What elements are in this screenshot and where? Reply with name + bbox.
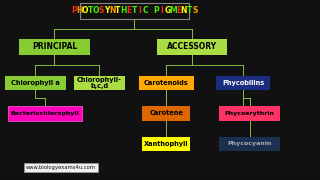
Text: Y: Y [104,6,109,15]
Text: H: H [76,6,83,15]
Text: T: T [187,6,192,15]
FancyBboxPatch shape [74,76,125,90]
FancyBboxPatch shape [5,76,66,90]
Text: PRINCIPAL: PRINCIPAL [32,42,77,51]
Text: O: O [92,6,99,15]
Text: Phycoerythrin: Phycoerythrin [225,111,275,116]
Text: M: M [169,6,177,15]
FancyBboxPatch shape [19,39,90,55]
Text: Phycocyanin: Phycocyanin [228,141,272,147]
Text: Carotene: Carotene [149,110,183,116]
Text: P: P [71,6,77,15]
Text: S: S [99,6,104,15]
Text: S: S [192,6,198,15]
Text: I: I [139,6,141,15]
Text: H: H [120,6,127,15]
Text: Phycobilins: Phycobilins [222,80,264,86]
FancyBboxPatch shape [219,137,280,151]
Text: Chlorophyll-
b,c,d: Chlorophyll- b,c,d [77,76,122,89]
FancyBboxPatch shape [219,106,280,121]
Text: O: O [82,6,88,15]
Text: N: N [181,6,187,15]
Text: Xanthophyll: Xanthophyll [144,141,189,147]
Text: Chlorophyll a: Chlorophyll a [11,80,60,86]
Text: T: T [115,6,121,15]
FancyBboxPatch shape [216,76,270,90]
Text: ACCESSORY: ACCESSORY [167,42,217,51]
Text: T: T [88,6,93,15]
Text: E: E [176,6,181,15]
FancyBboxPatch shape [139,76,194,90]
FancyBboxPatch shape [142,106,190,121]
Text: www.biologyexams4u.com: www.biologyexams4u.com [26,165,96,170]
Text: I: I [161,6,164,15]
Text: Carotenoids: Carotenoids [144,80,189,86]
FancyBboxPatch shape [142,137,190,151]
Text: Bacteriochlorophyll: Bacteriochlorophyll [11,111,79,116]
FancyBboxPatch shape [8,106,82,121]
FancyBboxPatch shape [80,3,189,19]
Text: G: G [164,6,171,15]
Text: P: P [154,6,159,15]
FancyBboxPatch shape [157,39,227,55]
Text: T: T [132,6,137,15]
Text: E: E [126,6,132,15]
Text: C: C [143,6,148,15]
Text: N: N [109,6,116,15]
